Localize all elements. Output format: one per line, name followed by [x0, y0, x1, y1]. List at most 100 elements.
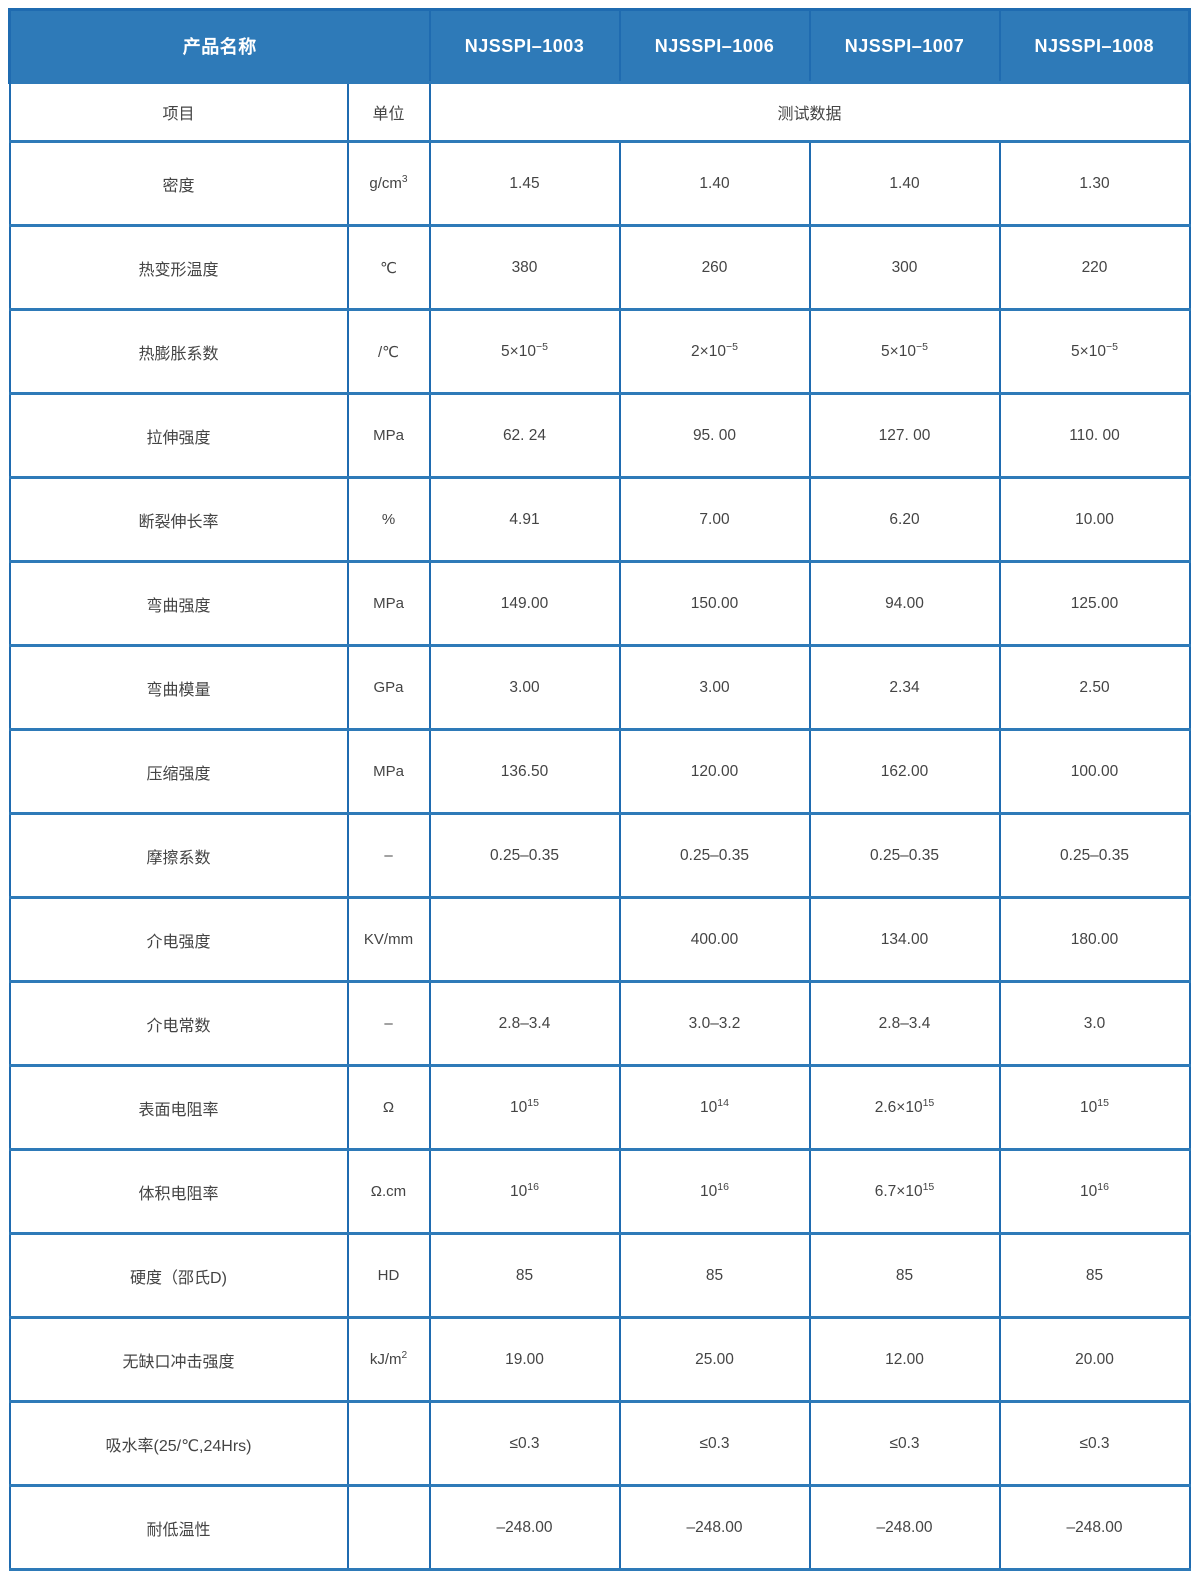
table-row: 介电强度 KV/mm 400.00 134.00 180.00	[8, 897, 1191, 983]
row-value: 1016	[428, 1149, 621, 1235]
row-value: ≤0.3	[618, 1401, 811, 1487]
row-unit: Ω.cm	[346, 1149, 431, 1235]
row-value: 180.00	[998, 897, 1191, 983]
row-value: 150.00	[618, 561, 811, 647]
row-value: 12.00	[808, 1317, 1001, 1403]
header-product-njsspi-1008: NJSSPI–1008	[998, 8, 1191, 84]
header-product-name: 产品名称	[8, 8, 431, 84]
table-header: 产品名称 NJSSPI–1003 NJSSPI–1006 NJSSPI–1007…	[8, 8, 1191, 84]
row-value: 110. 00	[998, 393, 1191, 479]
row-value: 3.00	[428, 645, 621, 731]
header-product-njsspi-1007: NJSSPI–1007	[808, 8, 1001, 84]
row-item-label: 吸水率(25/℃,24Hrs)	[8, 1401, 349, 1487]
spec-sheet: 产品名称 NJSSPI–1003 NJSSPI–1006 NJSSPI–1007…	[8, 8, 1191, 1571]
row-item-label: 压缩强度	[8, 729, 349, 815]
row-unit: –	[346, 813, 431, 899]
row-value: 125.00	[998, 561, 1191, 647]
row-value: 1015	[998, 1065, 1191, 1151]
row-unit: HD	[346, 1233, 431, 1319]
product-header-row: 产品名称 NJSSPI–1003 NJSSPI–1006 NJSSPI–1007…	[8, 8, 1191, 84]
row-value: 2.50	[998, 645, 1191, 731]
row-value: 2.8–3.4	[428, 981, 621, 1067]
row-value: 19.00	[428, 1317, 621, 1403]
header-product-njsspi-1003: NJSSPI–1003	[428, 8, 621, 84]
table-row: 拉伸强度 MPa 62. 24 95. 00 127. 00 110. 00	[8, 393, 1191, 479]
table-row: 体积电阻率 Ω.cm 1016 1016 6.7×1015 1016	[8, 1149, 1191, 1235]
row-value: 380	[428, 225, 621, 311]
row-item-label: 摩擦系数	[8, 813, 349, 899]
row-item-label: 弯曲强度	[8, 561, 349, 647]
header-product-njsspi-1006: NJSSPI–1006	[618, 8, 811, 84]
table-body: 项目 单位 测试数据 密度 g/cm3 1.45 1.40 1.40 1.30 热变形温度 ℃…	[8, 81, 1191, 1571]
row-value: 0.25–0.35	[998, 813, 1191, 899]
table-row: 热膨胀系数/℃ 5×10−5 2×10−5 5×10−5 5×10−5	[8, 309, 1191, 395]
row-value: 20.00	[998, 1317, 1191, 1403]
row-item-label: 热变形温度	[8, 225, 349, 311]
row-item-label: 断裂伸长率	[8, 477, 349, 563]
subheader-row: 项目 单位 测试数据	[8, 81, 1191, 143]
row-value: 300	[808, 225, 1001, 311]
row-unit: Ω	[346, 1065, 431, 1151]
row-value: 260	[618, 225, 811, 311]
row-value: 5×10−5	[998, 309, 1191, 395]
table-row: 断裂伸长率% 4.91 7.00 6.20 10.00	[8, 477, 1191, 563]
row-unit: –	[346, 981, 431, 1067]
row-value: 1016	[998, 1149, 1191, 1235]
row-item-label: 介电常数	[8, 981, 349, 1067]
table-row: 表面电阻率 Ω 1015 1014 2.6×1015 1015	[8, 1065, 1191, 1151]
row-value: 1016	[618, 1149, 811, 1235]
row-value: 5×10−5	[428, 309, 621, 395]
row-item-label: 无缺口冲击强度	[8, 1317, 349, 1403]
row-item-label: 体积电阻率	[8, 1149, 349, 1235]
row-value: 62. 24	[428, 393, 621, 479]
row-unit: MPa	[346, 729, 431, 815]
table-row: 硬度（邵氏D) HD 85 85 85 85	[8, 1233, 1191, 1319]
row-value: 2.34	[808, 645, 1001, 731]
row-item-label: 拉伸强度	[8, 393, 349, 479]
row-value: 120.00	[618, 729, 811, 815]
subheader-item: 项目	[8, 81, 349, 143]
row-value: 7.00	[618, 477, 811, 563]
row-value: 400.00	[618, 897, 811, 983]
row-unit: MPa	[346, 393, 431, 479]
row-item-label: 弯曲模量	[8, 645, 349, 731]
table-row: 压缩强度 MPa 136.50 120.00 162.00 100.00	[8, 729, 1191, 815]
row-item-label: 表面电阻率	[8, 1065, 349, 1151]
row-item-label: 热膨胀系数	[8, 309, 349, 395]
row-unit: g/cm3	[346, 141, 431, 227]
row-unit: MPa	[346, 561, 431, 647]
row-value: 162.00	[808, 729, 1001, 815]
row-value: 4.91	[428, 477, 621, 563]
subheader-unit: 单位	[346, 81, 431, 143]
row-value: 94.00	[808, 561, 1001, 647]
table-row: 密度 g/cm3 1.45 1.40 1.40 1.30	[8, 141, 1191, 227]
row-unit: KV/mm	[346, 897, 431, 983]
row-value: 0.25–0.35	[618, 813, 811, 899]
table-row: 热变形温度 ℃ 380 260 300 220	[8, 225, 1191, 311]
row-value: ≤0.3	[428, 1401, 621, 1487]
table-row: 吸水率(25/℃,24Hrs) ≤0.3 ≤0.3 ≤0.3 ≤0.3	[8, 1401, 1191, 1487]
table-row: 无缺口冲击强度 kJ/m2 19.00 25.00 12.00 20.00	[8, 1317, 1191, 1403]
table-row: 介电常数 –2.8–3.4 3.0–3.2 2.8–3.4 3.0	[8, 981, 1191, 1067]
row-item-label: 介电强度	[8, 897, 349, 983]
table-row: 弯曲强度 MPa 149.00 150.00 94.00 125.00	[8, 561, 1191, 647]
row-value: 1015	[428, 1065, 621, 1151]
row-value: 134.00	[808, 897, 1001, 983]
row-value: 2.8–3.4	[808, 981, 1001, 1067]
row-value	[428, 897, 621, 983]
table-row: 弯曲模量 GPa 3.00 3.00 2.34 2.50	[8, 645, 1191, 731]
row-value: 3.0	[998, 981, 1191, 1067]
row-unit: GPa	[346, 645, 431, 731]
row-unit: ℃	[346, 225, 431, 311]
row-item-label: 硬度（邵氏D)	[8, 1233, 349, 1319]
row-unit: kJ/m2	[346, 1317, 431, 1403]
row-value: 100.00	[998, 729, 1191, 815]
row-value: 5×10−5	[808, 309, 1001, 395]
row-value: 6.20	[808, 477, 1001, 563]
row-unit: /℃	[346, 309, 431, 395]
row-value: 85	[808, 1233, 1001, 1319]
row-value: 6.7×1015	[808, 1149, 1001, 1235]
row-value: 85	[998, 1233, 1191, 1319]
row-value: 2.6×1015	[808, 1065, 1001, 1151]
row-value: 2×10−5	[618, 309, 811, 395]
